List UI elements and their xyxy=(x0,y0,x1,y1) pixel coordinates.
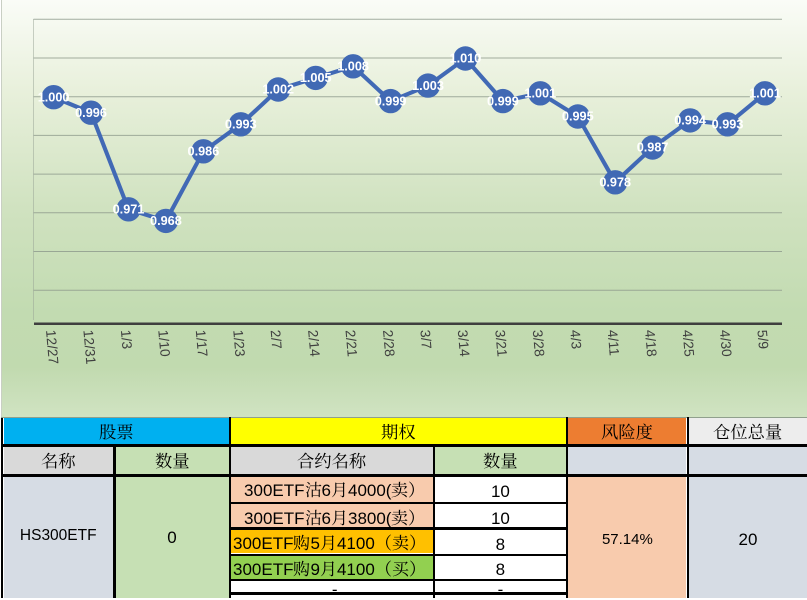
svg-text:0.993: 0.993 xyxy=(225,118,257,132)
svg-text:1.001: 1.001 xyxy=(524,87,556,101)
svg-text:0.999: 0.999 xyxy=(487,94,519,108)
svg-text:4/30: 4/30 xyxy=(717,329,734,357)
svg-text:0.995: 0.995 xyxy=(562,110,594,124)
svg-text:1/17: 1/17 xyxy=(193,329,210,357)
svg-text:0.987: 0.987 xyxy=(637,141,669,155)
svg-text:1/23: 1/23 xyxy=(230,329,247,357)
svg-text:1.005: 1.005 xyxy=(300,71,332,85)
svg-text:1.000: 1.000 xyxy=(38,90,70,104)
svg-text:0.971: 0.971 xyxy=(113,203,145,217)
svg-text:4/25: 4/25 xyxy=(680,329,697,357)
svg-text:0.978: 0.978 xyxy=(599,176,631,190)
svg-text:3/21: 3/21 xyxy=(492,329,509,357)
svg-text:4/18: 4/18 xyxy=(642,329,659,357)
svg-text:3/28: 3/28 xyxy=(530,329,547,357)
svg-text:1.010: 1.010 xyxy=(450,52,482,66)
svg-text:2/14: 2/14 xyxy=(305,329,322,357)
svg-text:4/11: 4/11 xyxy=(605,329,622,356)
svg-text:2/7: 2/7 xyxy=(268,329,285,349)
svg-text:3/14: 3/14 xyxy=(455,329,472,357)
svg-text:1.008: 1.008 xyxy=(337,60,369,74)
svg-text:12/27: 12/27 xyxy=(43,329,61,365)
svg-text:2/28: 2/28 xyxy=(380,329,397,357)
svg-text:0.996: 0.996 xyxy=(75,106,107,120)
svg-text:1/10: 1/10 xyxy=(155,329,172,357)
svg-text:12/31: 12/31 xyxy=(80,329,98,365)
svg-text:1.001: 1.001 xyxy=(749,87,781,101)
svg-text:0.993: 0.993 xyxy=(712,118,744,132)
svg-text:3/7: 3/7 xyxy=(417,329,434,349)
svg-text:0.986: 0.986 xyxy=(188,145,220,159)
svg-text:1.003: 1.003 xyxy=(412,79,444,93)
svg-text:1.002: 1.002 xyxy=(262,83,294,97)
svg-text:2/21: 2/21 xyxy=(343,329,360,357)
svg-text:0.968: 0.968 xyxy=(150,214,182,228)
svg-text:5/9: 5/9 xyxy=(754,329,771,350)
svg-text:1/3: 1/3 xyxy=(118,329,135,350)
svg-text:4/3: 4/3 xyxy=(567,329,584,350)
svg-text:0.999: 0.999 xyxy=(375,94,407,108)
svg-text:0.994: 0.994 xyxy=(674,114,706,128)
